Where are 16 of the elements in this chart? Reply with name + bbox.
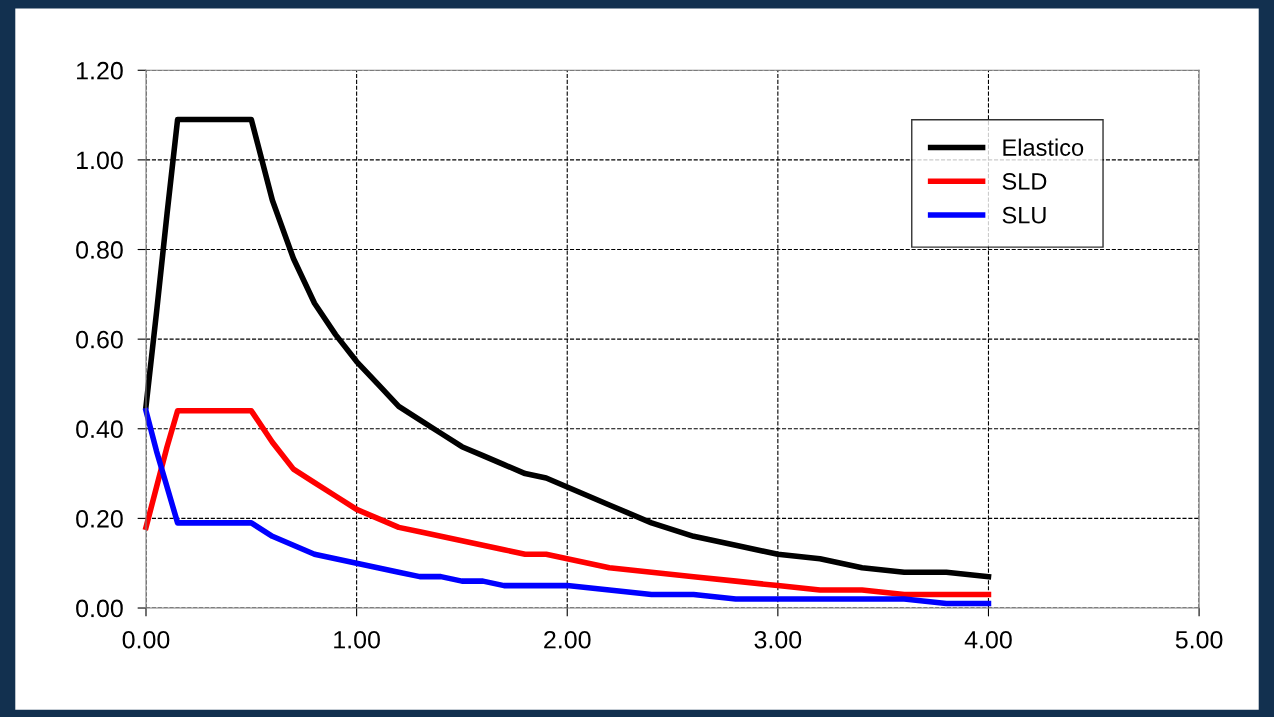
legend-label: Elastico [1003,138,1084,156]
x-tick-label: 2.00 [544,630,591,649]
x-tick-label: 3.00 [754,630,802,649]
y-tick-label: 0.00 [76,599,123,618]
y-tick-label: 0.80 [76,241,123,259]
y-tick-label: 0.20 [76,509,123,528]
x-tick-label: 4.00 [964,630,1012,649]
y-tick-label: 0.60 [76,330,123,349]
y-tick-label: 1.00 [77,151,123,170]
x-tick-label: 5.00 [1175,630,1223,649]
x-tick-label: 1.00 [334,630,380,649]
x-tick-label: 0.00 [122,630,170,649]
y-tick-label: 0.40 [76,420,123,439]
y-tick-label: 1.20 [77,61,123,80]
legend-label: SLU [1002,206,1046,224]
legend-label: SLD [1002,173,1047,190]
